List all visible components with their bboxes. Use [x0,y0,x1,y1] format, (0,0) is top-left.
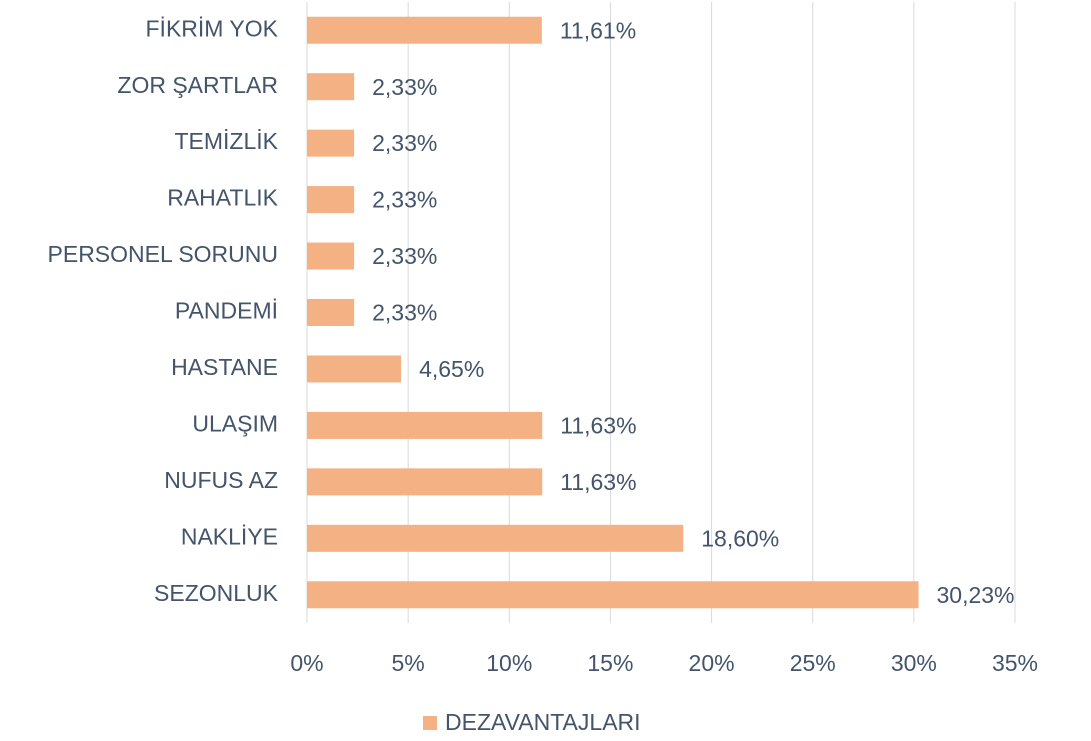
y-tick-label: SEZONLUK [154,580,279,606]
y-tick-label: RAHATLIK [167,185,278,211]
value-label: 2,33% [372,187,437,213]
x-tick-label: 5% [392,650,425,676]
bar [307,299,355,326]
value-label: 2,33% [372,130,437,156]
x-tick-label: 35% [992,650,1038,676]
value-label: 2,33% [372,74,437,100]
value-label: 11,63% [560,412,636,438]
bar [307,73,355,101]
value-label: 4,65% [419,356,484,382]
x-tick-label: 30% [891,650,937,676]
value-label: 2,33% [372,300,437,326]
bar [307,468,543,496]
x-tick-label: 25% [790,650,836,676]
bar [307,355,402,383]
y-tick-label: NUFUS AZ [164,467,278,493]
value-label: 11,63% [560,469,636,495]
bar [307,242,355,270]
y-tick-label: PERSONEL SORUNU [48,241,278,267]
x-tick-label: 10% [486,650,532,676]
x-tick-label: 20% [689,650,735,676]
x-tick-label: 0% [290,650,323,676]
value-label: 2,33% [372,243,437,269]
y-tick-label: FİKRİM YOK [146,15,279,41]
bar [307,411,543,439]
y-tick-label: ZOR ŞARTLAR [117,72,278,98]
y-tick-label: PANDEMİ [175,298,278,324]
bar [307,129,355,157]
legend-label: DEZAVANTAJLARI [445,709,641,735]
value-label: 11,61% [560,17,636,43]
x-tick-label: 15% [587,650,633,676]
legend-swatch [423,716,437,730]
bar [307,186,355,214]
y-tick-label: NAKLİYE [181,523,278,549]
y-tick-label: TEMİZLİK [174,128,278,154]
value-label: 30,23% [937,582,1015,608]
bar [307,581,919,609]
y-tick-label: HASTANE [171,354,278,380]
bar [307,16,542,44]
bar [307,524,684,552]
y-tick-label: ULAŞIM [192,410,278,436]
value-label: 18,60% [701,525,779,551]
